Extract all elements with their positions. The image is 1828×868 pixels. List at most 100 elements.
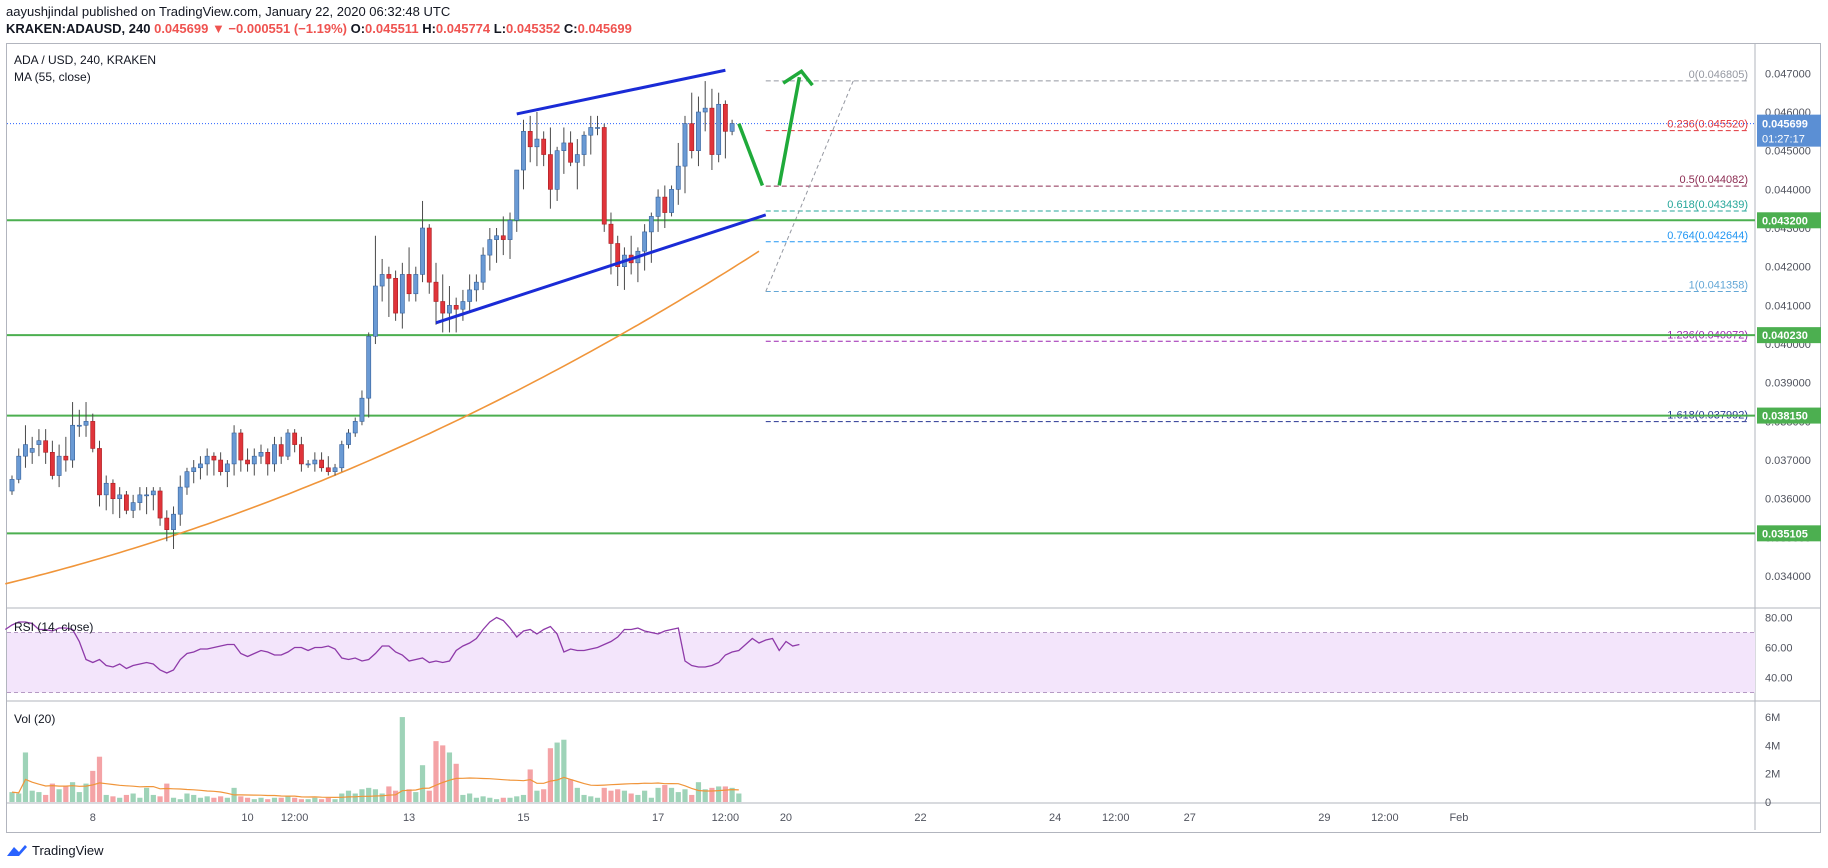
volume-bar bbox=[628, 793, 634, 802]
volume-bar bbox=[642, 790, 648, 802]
candle-down bbox=[157, 490, 163, 519]
volume-bar bbox=[170, 797, 177, 802]
volume-bar bbox=[399, 717, 405, 802]
support-level-label: 0.038150 bbox=[1762, 411, 1808, 423]
symbol-name: KRAKEN:ADAUSD, 240 bbox=[6, 21, 151, 36]
time-tick-label: 17 bbox=[652, 812, 664, 824]
price-tick-label: 0.047000 bbox=[1765, 68, 1811, 80]
candle-down bbox=[245, 459, 250, 465]
volume-bar bbox=[507, 797, 513, 802]
candle-down bbox=[406, 274, 412, 295]
candle-up bbox=[447, 305, 452, 314]
volume-bar bbox=[695, 782, 702, 802]
candle-down bbox=[211, 455, 217, 461]
volume-bar bbox=[561, 739, 567, 802]
current-price-label: 0.045699 bbox=[1762, 119, 1808, 131]
symbol-line: KRAKEN:ADAUSD, 240 0.045699 ▼ −0.000551 … bbox=[6, 21, 632, 36]
candle-up bbox=[521, 131, 526, 171]
volume-bar bbox=[493, 799, 500, 802]
candle-up bbox=[507, 219, 513, 240]
volume-bar bbox=[574, 787, 580, 802]
volume-bar bbox=[298, 799, 304, 802]
candle-down bbox=[298, 444, 304, 465]
volume-bar bbox=[621, 790, 628, 802]
time-tick-label: 12:00 bbox=[1102, 812, 1130, 824]
volume-bar bbox=[534, 790, 540, 802]
footer-brand: TradingView bbox=[6, 843, 104, 858]
volume-bar bbox=[63, 786, 69, 802]
candle-up bbox=[554, 150, 560, 190]
rsi-legend: RSI (14, close) bbox=[14, 620, 94, 634]
volume-bar bbox=[446, 752, 453, 802]
candle-up bbox=[16, 455, 22, 480]
volume-bar bbox=[467, 793, 473, 802]
volume-bar bbox=[90, 770, 96, 802]
candle-up bbox=[76, 424, 82, 427]
volume-bar bbox=[541, 789, 547, 802]
volume-bar bbox=[76, 792, 82, 802]
volume-bar bbox=[251, 799, 257, 802]
time-tick-label: 29 bbox=[1318, 812, 1330, 824]
volume-bar bbox=[123, 794, 130, 802]
fib-level-label: 0.764(0.042644) bbox=[1667, 230, 1748, 242]
volume-bar bbox=[69, 782, 76, 802]
candle-down bbox=[238, 432, 244, 461]
time-tick-label: 12:00 bbox=[1371, 812, 1399, 824]
candle-up bbox=[117, 494, 123, 500]
open-value: 0.045511 bbox=[365, 21, 419, 36]
fib-level-label: 0(0.046805) bbox=[1689, 69, 1748, 81]
arrow-head-icon bbox=[782, 68, 814, 87]
candle-up bbox=[675, 165, 681, 190]
candle-up bbox=[655, 196, 661, 217]
support-level-tag bbox=[1757, 212, 1821, 229]
time-tick-label: 27 bbox=[1184, 812, 1196, 824]
candle-up bbox=[150, 490, 156, 496]
volume-bar bbox=[325, 797, 331, 802]
high-value: 0.045774 bbox=[435, 21, 491, 36]
brand-name: TradingView bbox=[32, 843, 104, 858]
candle-down bbox=[386, 274, 392, 279]
volume-bar bbox=[500, 797, 506, 802]
volume-bar bbox=[702, 789, 708, 802]
volume-bar bbox=[453, 763, 459, 802]
volume-bar bbox=[440, 745, 446, 802]
volume-bar bbox=[218, 796, 224, 802]
candle-down bbox=[265, 452, 271, 465]
volume-bar bbox=[655, 787, 661, 802]
low-value: 0.045352 bbox=[506, 21, 561, 36]
volume-bar bbox=[419, 765, 426, 802]
volume-bar bbox=[22, 752, 29, 802]
volume-bar bbox=[157, 796, 163, 802]
candle-down bbox=[393, 277, 399, 314]
volume-bar bbox=[83, 783, 89, 802]
candle-up bbox=[494, 235, 499, 240]
price-tick-label: 0.041000 bbox=[1765, 300, 1811, 312]
candle-down bbox=[325, 467, 331, 472]
support-level-label: 0.040230 bbox=[1762, 330, 1808, 342]
rsi-tick-label: 40.00 bbox=[1765, 673, 1793, 685]
candle-up bbox=[285, 432, 291, 457]
volume-bar bbox=[164, 783, 170, 802]
candle-up bbox=[177, 486, 183, 515]
candle-down bbox=[662, 196, 668, 213]
volume-bar bbox=[244, 797, 251, 802]
volume-bar bbox=[520, 794, 527, 802]
candle-up bbox=[332, 467, 338, 472]
candle-up bbox=[487, 239, 493, 256]
support-level-label: 0.043200 bbox=[1762, 215, 1808, 227]
candle-up bbox=[460, 301, 466, 310]
volume-bar bbox=[318, 799, 325, 802]
candle-up bbox=[366, 336, 372, 399]
volume-bar bbox=[514, 796, 520, 802]
candle-up bbox=[184, 471, 190, 488]
volume-bar bbox=[352, 793, 358, 802]
candle-down bbox=[453, 305, 459, 310]
volume-bar bbox=[581, 794, 587, 802]
candle-up bbox=[359, 397, 365, 422]
volume-bar bbox=[43, 794, 49, 802]
volume-bar bbox=[426, 790, 432, 802]
volume-bar bbox=[648, 797, 654, 802]
volume-bar bbox=[487, 797, 493, 802]
candle-down bbox=[568, 142, 573, 163]
